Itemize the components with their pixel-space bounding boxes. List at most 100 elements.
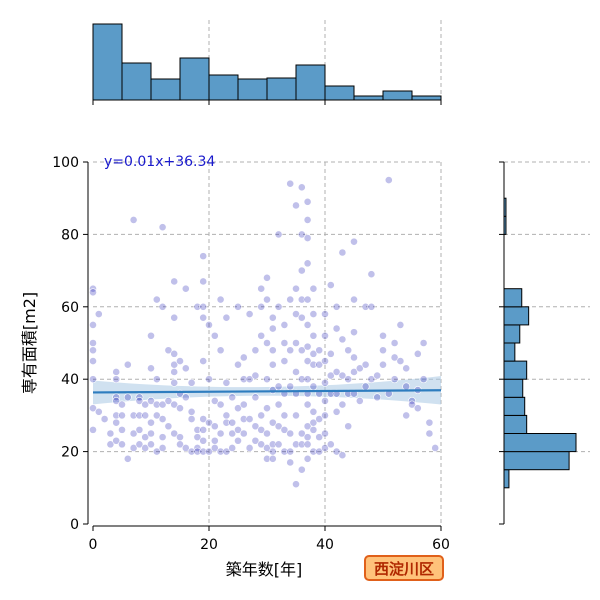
ward-badge: 西淀川区 bbox=[364, 555, 444, 581]
data-point bbox=[292, 339, 300, 347]
data-point bbox=[286, 447, 295, 456]
data-point bbox=[210, 444, 219, 452]
data-point bbox=[332, 407, 341, 416]
data-point bbox=[129, 429, 138, 438]
data-point bbox=[216, 400, 225, 409]
data-point bbox=[100, 415, 109, 423]
data-point bbox=[222, 418, 231, 427]
data-point bbox=[118, 411, 126, 420]
data-point bbox=[315, 415, 324, 423]
data-point bbox=[315, 360, 324, 369]
data-point bbox=[239, 429, 248, 438]
data-point bbox=[297, 346, 306, 355]
data-point bbox=[303, 422, 312, 431]
data-point bbox=[309, 425, 318, 434]
data-point bbox=[303, 400, 312, 409]
regression-label: y=0.01x+36.34 bbox=[104, 154, 215, 170]
data-point bbox=[268, 346, 277, 355]
data-point bbox=[89, 357, 97, 365]
data-point bbox=[280, 425, 289, 434]
data-point bbox=[239, 400, 248, 409]
data-point bbox=[303, 295, 312, 304]
regression-line bbox=[92, 389, 442, 394]
data-point bbox=[135, 440, 144, 449]
y-tick-label: 60 bbox=[61, 300, 79, 316]
y-hist-bar bbox=[503, 396, 526, 416]
data-point bbox=[292, 284, 300, 293]
data-point bbox=[309, 382, 318, 391]
y-hist-bar bbox=[503, 433, 577, 453]
data-point bbox=[251, 346, 260, 355]
data-point bbox=[158, 223, 167, 232]
data-point bbox=[292, 310, 300, 318]
data-point bbox=[129, 444, 138, 452]
data-point bbox=[112, 375, 121, 384]
data-point bbox=[431, 444, 440, 452]
data-point bbox=[402, 382, 411, 391]
data-point bbox=[118, 440, 126, 449]
x-hist-bar bbox=[121, 62, 152, 101]
data-point bbox=[419, 375, 428, 384]
data-point bbox=[170, 277, 179, 286]
data-point bbox=[297, 183, 306, 192]
data-point bbox=[379, 346, 387, 355]
data-point bbox=[210, 422, 219, 431]
data-point bbox=[222, 378, 231, 387]
data-point bbox=[263, 404, 271, 413]
data-point bbox=[193, 433, 202, 442]
data-point bbox=[309, 349, 318, 358]
data-point bbox=[112, 397, 121, 405]
data-point bbox=[89, 339, 97, 347]
data-point bbox=[280, 447, 289, 456]
data-point bbox=[118, 400, 126, 409]
data-point bbox=[326, 440, 335, 449]
data-point bbox=[106, 429, 115, 438]
data-point bbox=[286, 179, 295, 188]
data-point bbox=[303, 342, 312, 351]
x-hist-bar bbox=[411, 95, 442, 101]
data-point bbox=[344, 346, 353, 355]
data-point bbox=[321, 397, 329, 405]
data-point bbox=[367, 375, 376, 384]
data-point bbox=[297, 429, 306, 438]
data-point bbox=[297, 313, 306, 322]
data-point bbox=[147, 418, 155, 427]
data-point bbox=[373, 371, 382, 380]
data-point bbox=[147, 331, 155, 340]
data-point bbox=[222, 411, 231, 420]
data-point bbox=[123, 360, 132, 369]
data-point bbox=[89, 288, 97, 297]
data-point bbox=[268, 418, 277, 427]
data-point bbox=[106, 440, 115, 449]
y-marginal-histogram bbox=[499, 161, 590, 525]
data-point bbox=[141, 400, 150, 409]
data-point bbox=[326, 281, 335, 289]
data-point bbox=[245, 444, 254, 452]
data-point bbox=[321, 357, 329, 365]
data-point bbox=[170, 313, 179, 322]
data-point bbox=[350, 328, 358, 337]
data-point bbox=[303, 234, 312, 242]
data-point bbox=[350, 237, 358, 246]
x-tick-label: 40 bbox=[316, 537, 334, 553]
data-point bbox=[176, 404, 184, 413]
data-point bbox=[245, 415, 254, 423]
regression-line bbox=[92, 389, 442, 394]
x-hist-bar bbox=[92, 23, 123, 101]
data-point bbox=[199, 313, 208, 322]
x-hist-bar bbox=[208, 74, 239, 101]
data-point bbox=[94, 407, 103, 416]
data-point bbox=[123, 393, 132, 402]
y-hist-bar bbox=[503, 342, 516, 362]
data-point bbox=[210, 436, 219, 445]
data-point bbox=[216, 429, 225, 438]
x-hist-bar bbox=[324, 85, 355, 101]
data-point bbox=[176, 433, 184, 442]
data-point bbox=[170, 378, 179, 387]
data-point bbox=[147, 364, 155, 373]
data-point bbox=[135, 425, 144, 434]
data-point bbox=[274, 302, 283, 311]
data-point bbox=[94, 310, 103, 318]
data-point bbox=[158, 415, 167, 423]
